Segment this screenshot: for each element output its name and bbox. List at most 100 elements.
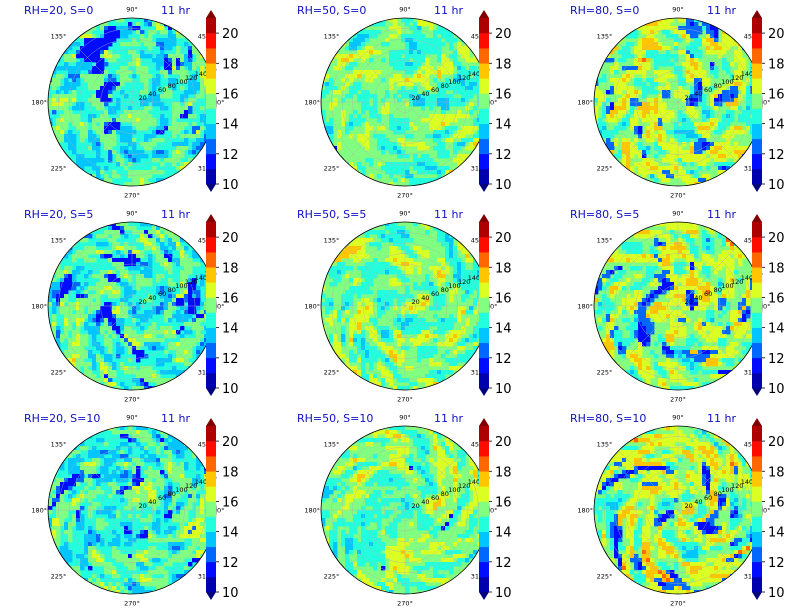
colorbar-segment xyxy=(206,501,216,517)
angle-tick-label: 225° xyxy=(597,368,613,376)
colorbar-segment xyxy=(752,282,762,298)
colorbar-segment xyxy=(206,18,216,34)
colorbar-segment xyxy=(479,357,489,374)
radial-tick-label: 60 xyxy=(704,494,712,502)
colorbar-extend-min xyxy=(479,592,489,600)
angle-tick-label: 45° xyxy=(744,441,756,449)
angle-tick-label: 180° xyxy=(304,507,320,515)
angular-gridline xyxy=(131,101,192,162)
angle-tick-label: 45° xyxy=(471,441,483,449)
colorbar-segment xyxy=(752,426,762,442)
colorbar: 10 12 14 16 18 20 xyxy=(206,10,239,193)
colorbar-tick-label: 12 xyxy=(495,148,512,163)
radial-tick-label: 60 xyxy=(158,494,166,502)
panel-title-left: RH=80, S=5 xyxy=(570,208,639,221)
colorbar-segment xyxy=(206,108,216,124)
colorbar-segment xyxy=(752,357,762,374)
colorbar-tick-label: 18 xyxy=(495,57,512,72)
colorbar-extend-max xyxy=(206,418,216,426)
angle-tick-label: 315° xyxy=(471,164,487,172)
angular-gridline xyxy=(131,305,192,366)
angle-tick-label: 315° xyxy=(471,572,487,580)
radial-tick-label: 80 xyxy=(168,490,176,498)
colorbar-tick-label: 12 xyxy=(495,352,512,367)
angle-tick-label: 0° xyxy=(490,507,497,515)
angular-gridline xyxy=(72,509,133,570)
angular-gridline xyxy=(72,450,133,511)
colorbar-extend-max xyxy=(206,214,216,222)
radial-tick-label: 140 xyxy=(468,478,480,486)
colorbar-segment xyxy=(752,342,762,359)
colorbar-extend-max xyxy=(479,10,489,18)
angular-gridline xyxy=(131,509,192,570)
colorbar-segment xyxy=(752,78,762,94)
colorbar-tick-label: 12 xyxy=(768,556,785,571)
panel-title-left: RH=80, S=10 xyxy=(570,412,646,425)
radial-tick-label: 100 xyxy=(721,282,733,290)
colorbar-segment xyxy=(752,456,762,472)
colorbar-segment xyxy=(479,48,489,64)
colorbar-tick-label: 16 xyxy=(495,291,512,306)
angle-tick-label: 270° xyxy=(397,600,413,608)
colorbar-extend-min xyxy=(752,184,762,192)
polar-panel-1: 0°45°90°135°180°225°270°315°204060801001… xyxy=(24,4,239,200)
colorbar-tick-label: 12 xyxy=(768,148,785,163)
angle-tick-label: 270° xyxy=(670,600,686,608)
angle-tick-label: 180° xyxy=(304,99,320,107)
angle-tick-label: 45° xyxy=(471,33,483,41)
colorbar-segment xyxy=(752,471,762,487)
angle-tick-label: 135° xyxy=(324,237,340,245)
colorbar-tick-label: 20 xyxy=(768,435,785,450)
colorbar-tick-label: 14 xyxy=(222,118,239,133)
colorbar-segment xyxy=(752,372,762,389)
colorbar-segment xyxy=(479,138,489,155)
colorbar-segment xyxy=(752,531,762,548)
angle-tick-label: 270° xyxy=(397,192,413,200)
colorbar-segment xyxy=(206,237,216,253)
colorbar-segment xyxy=(206,168,216,185)
angular-gridline xyxy=(618,101,679,162)
angle-tick-label: 0° xyxy=(217,303,224,311)
angular-gridline xyxy=(345,246,406,307)
colorbar-tick-label: 20 xyxy=(222,27,239,42)
panel-title-left: RH=50, S=10 xyxy=(297,412,373,425)
radial-tick-label: 100 xyxy=(175,486,187,494)
radial-tick-label: 60 xyxy=(704,86,712,94)
radial-tick-label: 80 xyxy=(714,286,722,294)
angular-gridline xyxy=(345,305,406,366)
colorbar-segment xyxy=(206,267,216,283)
colorbar-extend-max xyxy=(206,10,216,18)
radial-tick-label: 40 xyxy=(148,90,156,98)
angular-gridline xyxy=(618,246,679,307)
colorbar-tick-label: 12 xyxy=(768,352,785,367)
radial-tick-label: 140 xyxy=(195,478,207,486)
radial-tick-label: 100 xyxy=(448,282,460,290)
colorbar-extend-min xyxy=(206,592,216,600)
colorbar-segment xyxy=(752,237,762,253)
angle-tick-label: 180° xyxy=(577,507,593,515)
colorbar-tick-label: 20 xyxy=(222,231,239,246)
angle-tick-label: 180° xyxy=(577,99,593,107)
colorbar-segment xyxy=(206,153,216,170)
angular-gridline xyxy=(618,450,679,511)
panel-title-left: RH=50, S=5 xyxy=(297,208,366,221)
colorbar-segment xyxy=(479,18,489,34)
angle-tick-label: 225° xyxy=(51,164,67,172)
radial-tick-label: 120 xyxy=(185,278,197,286)
angular-gridline xyxy=(72,42,133,103)
angular-gridline xyxy=(345,42,406,103)
colorbar-extend-min xyxy=(479,388,489,396)
colorbar-segment xyxy=(206,327,216,344)
angle-tick-label: 225° xyxy=(597,164,613,172)
colorbar-segment xyxy=(752,123,762,140)
colorbar-segment xyxy=(479,168,489,185)
colorbar-segment xyxy=(206,471,216,487)
radial-tick-label: 140 xyxy=(468,70,480,78)
colorbar-segment xyxy=(752,108,762,124)
colorbar-segment xyxy=(206,441,216,457)
polar-panel-8: 0°45°90°135°180°225°270°315°204060801001… xyxy=(297,412,512,608)
radial-tick-label: 120 xyxy=(731,278,743,286)
polar-panel-9: 0°45°90°135°180°225°270°315°204060801001… xyxy=(570,412,785,608)
colorbar-segment xyxy=(479,108,489,124)
colorbar-segment xyxy=(479,267,489,283)
